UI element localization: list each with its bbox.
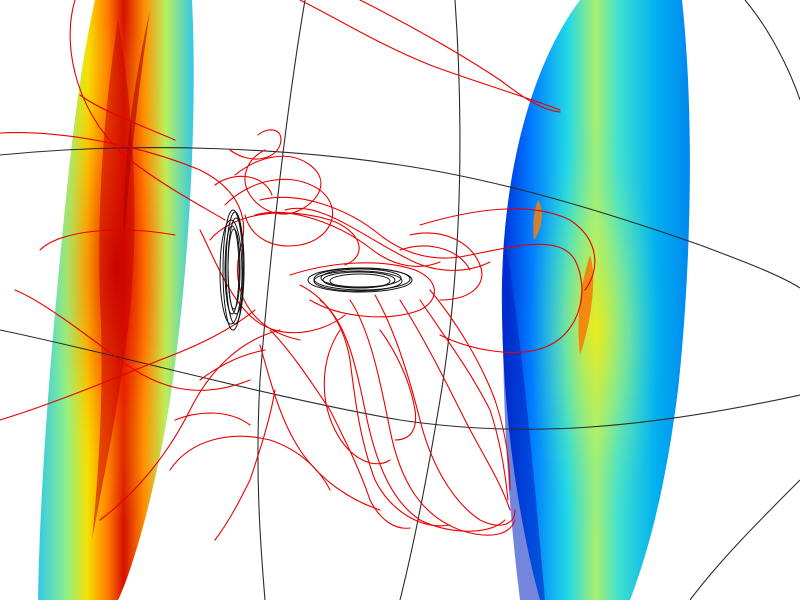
field-streamlines [0,0,596,541]
right-section-plane [501,0,690,600]
coil-left [219,209,245,331]
left-section-plane [38,0,194,600]
coil-right [307,267,413,293]
